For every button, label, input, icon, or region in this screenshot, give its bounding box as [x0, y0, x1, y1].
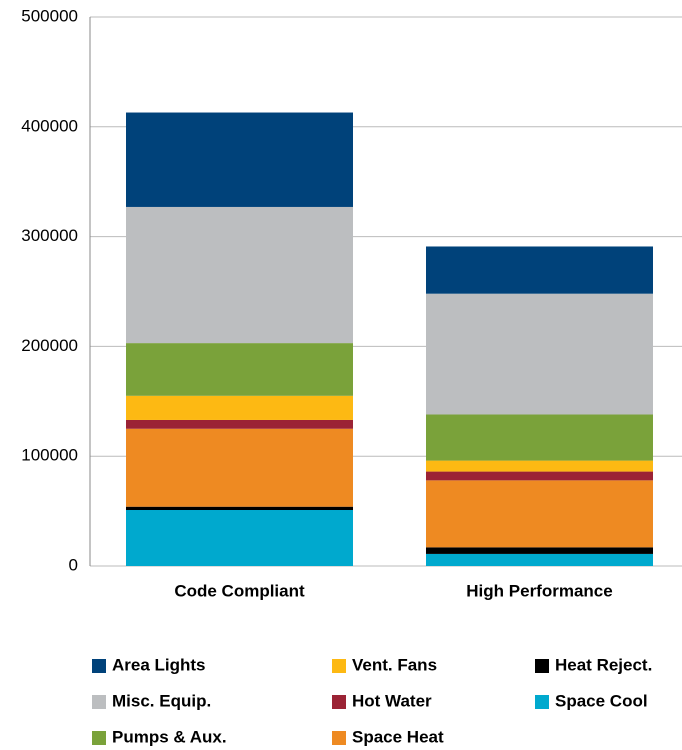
y-tick-label: 400000	[21, 116, 78, 135]
legend-swatch	[332, 731, 346, 745]
bar-segment	[426, 480, 653, 548]
legend-swatch	[332, 695, 346, 709]
legend-swatch	[535, 695, 549, 709]
legend-label: Heat Reject.	[555, 655, 652, 674]
bar-segment	[426, 246, 653, 294]
bar-segment	[126, 506, 353, 511]
legend-swatch	[92, 731, 106, 745]
bar-segment	[426, 460, 653, 472]
legend-label: Pumps & Aux.	[112, 727, 227, 746]
bar-segment	[426, 553, 653, 566]
bar-segment	[126, 419, 353, 429]
y-tick-label: 0	[69, 555, 78, 574]
legend-label: Space Heat	[352, 727, 444, 746]
bar-segment	[426, 414, 653, 461]
legend-swatch	[332, 659, 346, 673]
x-tick-label: Code Compliant	[174, 581, 305, 600]
bar-segment	[426, 547, 653, 554]
y-tick-label: 300000	[21, 226, 78, 245]
bar-segment	[426, 471, 653, 481]
legend-swatch	[92, 659, 106, 673]
bar-segment	[126, 510, 353, 566]
legend-label: Misc. Equip.	[112, 691, 211, 710]
legend-label: Vent. Fans	[352, 655, 437, 674]
bar-segment	[426, 293, 653, 415]
x-tick-label: High Performance	[466, 581, 612, 600]
bar-segment	[126, 428, 353, 507]
legend-swatch	[535, 659, 549, 673]
bar-segment	[126, 343, 353, 396]
bar-segment	[126, 395, 353, 420]
legend-label: Hot Water	[352, 691, 432, 710]
y-tick-label: 200000	[21, 336, 78, 355]
bar-segment	[126, 112, 353, 207]
legend-swatch	[92, 695, 106, 709]
bar-segment	[126, 206, 353, 344]
y-tick-label: 100000	[21, 446, 78, 465]
legend-label: Area Lights	[112, 655, 206, 674]
y-tick-label: 500000	[21, 6, 78, 25]
legend-label: Space Cool	[555, 691, 648, 710]
